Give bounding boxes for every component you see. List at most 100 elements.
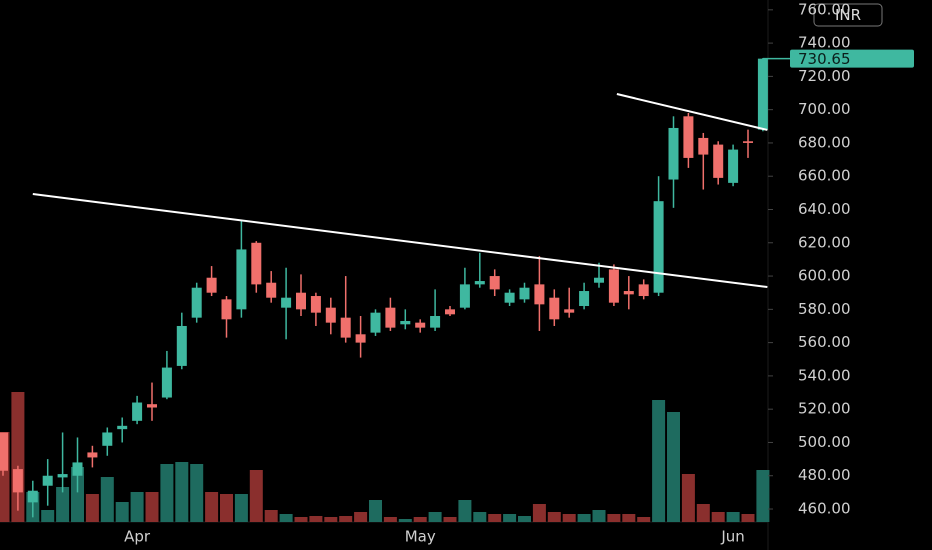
volume-bar [547, 512, 561, 522]
y-tick-label: 580.00 [798, 300, 851, 318]
y-tick-label: 500.00 [798, 433, 851, 451]
candle-body [102, 432, 113, 446]
candle-body [713, 144, 724, 178]
volume-bar [413, 517, 427, 522]
candle-body [206, 277, 217, 293]
volume-bar [339, 516, 353, 522]
volume-bar [667, 412, 680, 522]
candle-body [191, 287, 202, 318]
trendline [32, 193, 768, 289]
candle-body [87, 452, 98, 458]
volume-bar [562, 514, 576, 522]
candle-body [579, 291, 590, 307]
volume-bar [279, 514, 293, 522]
candle-body [266, 282, 277, 298]
candle-body [251, 242, 262, 285]
candle-body [221, 299, 232, 320]
candle-body [743, 141, 753, 143]
volume-bar [607, 514, 621, 522]
candle-body [400, 320, 411, 325]
y-tick-label: 620.00 [798, 233, 851, 251]
volume-bar [726, 512, 740, 522]
y-tick-label: 460.00 [798, 500, 851, 518]
volume-bar [652, 400, 666, 522]
volume-bar [324, 517, 338, 522]
volume-bar [145, 492, 159, 522]
volume-bar [264, 510, 278, 522]
y-tick-label: 520.00 [798, 400, 851, 418]
candle-body [281, 297, 292, 308]
candle-body [12, 469, 23, 493]
y-tick-label: 740.00 [798, 34, 851, 52]
volume-bar [309, 516, 323, 522]
candle-body [564, 309, 575, 313]
volume-bar [249, 470, 263, 522]
currency-badge[interactable] [813, 3, 883, 27]
x-tick-label: May [405, 528, 436, 546]
candle-body [519, 287, 530, 300]
volume-bar [488, 514, 502, 522]
candle-body [57, 474, 68, 478]
volume-bar [756, 470, 770, 522]
volume-bar [71, 467, 84, 522]
candle-body [668, 127, 679, 180]
last-price-box [790, 49, 914, 68]
y-tick-label: 560.00 [798, 333, 851, 351]
candle-body [132, 402, 143, 421]
candle-body [653, 201, 664, 293]
volume-bar [220, 494, 233, 522]
candle-body [549, 297, 560, 320]
volume-bar [130, 492, 144, 522]
y-tick-label: 660.00 [798, 167, 851, 185]
y-tick-label: 680.00 [798, 133, 851, 151]
candle-body [474, 281, 485, 285]
candle-body [757, 58, 768, 130]
candle-body [370, 312, 381, 333]
candle-body [147, 404, 157, 408]
volume-bar [473, 512, 487, 522]
volume-bar [518, 516, 531, 522]
volume-bar [85, 494, 99, 522]
volume-bar [458, 500, 472, 522]
candle-body [445, 309, 455, 315]
volume-bar [592, 510, 606, 522]
volume-bar [0, 432, 10, 522]
candle-body [161, 367, 172, 398]
candle-body [355, 334, 366, 343]
candle-body [72, 462, 83, 476]
candle-body [504, 292, 515, 303]
volume-bar [637, 517, 651, 522]
volume-bar [369, 500, 382, 522]
candle-body [489, 276, 500, 290]
last-price-label: 730.65 [798, 50, 851, 68]
volume-bar [100, 477, 114, 522]
volume-bar [398, 519, 412, 522]
y-tick-label: 480.00 [798, 466, 851, 484]
candle-body [325, 307, 336, 323]
volume-bar [443, 517, 457, 522]
volume-bar [532, 504, 546, 522]
candle-body [415, 322, 426, 328]
volume-bar [711, 512, 725, 522]
volume-bar [503, 514, 517, 522]
y-tick-label: 540.00 [798, 366, 851, 384]
volume-bar [160, 464, 174, 522]
y-tick-label: 640.00 [798, 200, 851, 218]
candle-body [534, 284, 545, 305]
volume-bar [681, 474, 695, 522]
volume-bar [205, 492, 219, 522]
candle-body [296, 292, 306, 310]
candle-body [27, 490, 38, 503]
volume-bar [56, 487, 70, 522]
x-tick-label: Jun [720, 528, 744, 546]
candle-body [310, 296, 321, 313]
volume-bar [190, 464, 204, 522]
y-tick-label: 760.00 [798, 0, 851, 18]
candle-body [0, 432, 8, 471]
y-tick-label: 720.00 [798, 67, 851, 85]
y-tick-label: 600.00 [798, 267, 851, 285]
candle-body [728, 149, 739, 183]
candle-body [608, 269, 619, 303]
